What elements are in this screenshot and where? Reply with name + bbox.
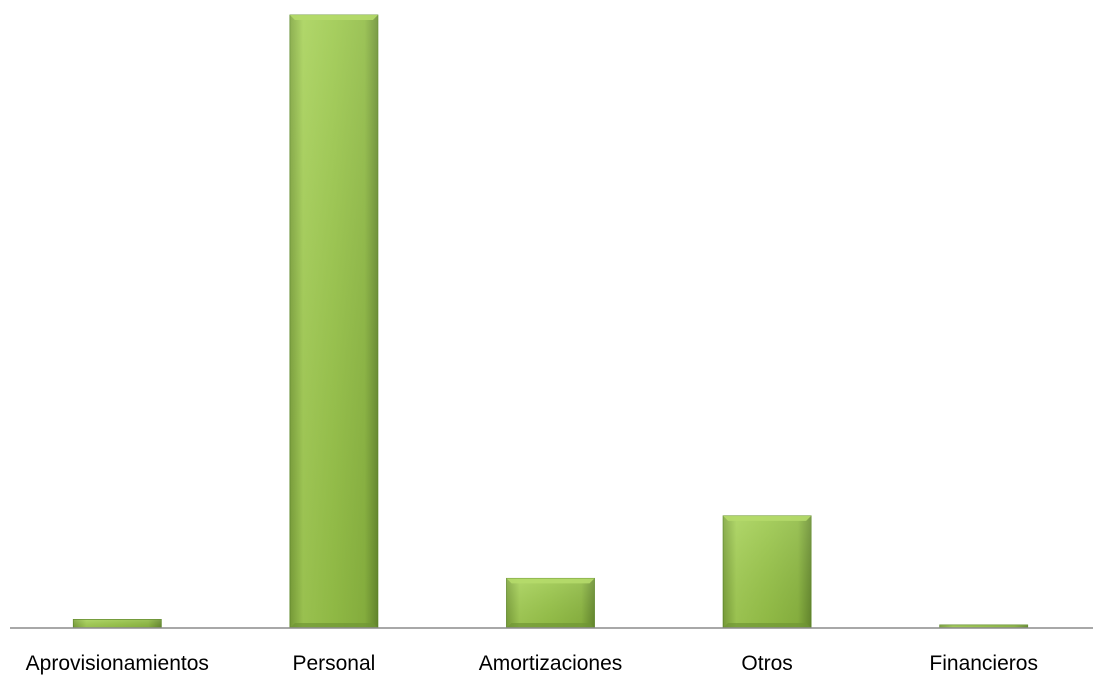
category-label-aprovisionamientos: Aprovisionamientos [26,652,209,675]
bar-bevel-bottom [289,623,378,628]
bars-layer [72,14,1029,629]
bar-bevel-bottom [506,623,595,628]
bar-shading [939,624,1028,628]
bar-shading [73,619,162,628]
bar-bevel-top [506,578,595,584]
bar-bevel-top [723,515,812,521]
bar-amortizaciones [506,577,595,629]
category-labels: Aprovisionamientos Personal Amortizaciones… [26,652,1038,675]
bar-shading [289,15,378,628]
bar-personal [289,14,379,629]
category-label-personal: Personal [292,652,375,675]
category-label-amortizaciones: Amortizaciones [479,652,623,675]
category-label-financieros: Financieros [929,652,1038,675]
bar-bevel-bottom [723,623,812,628]
bar-shading [506,578,595,628]
category-label-otros: Otros [741,652,792,675]
bar-shading [723,515,812,628]
bar-bevel-top [289,15,378,20]
bar-otros [722,515,812,629]
bar-aprovisionamientos [72,619,162,629]
